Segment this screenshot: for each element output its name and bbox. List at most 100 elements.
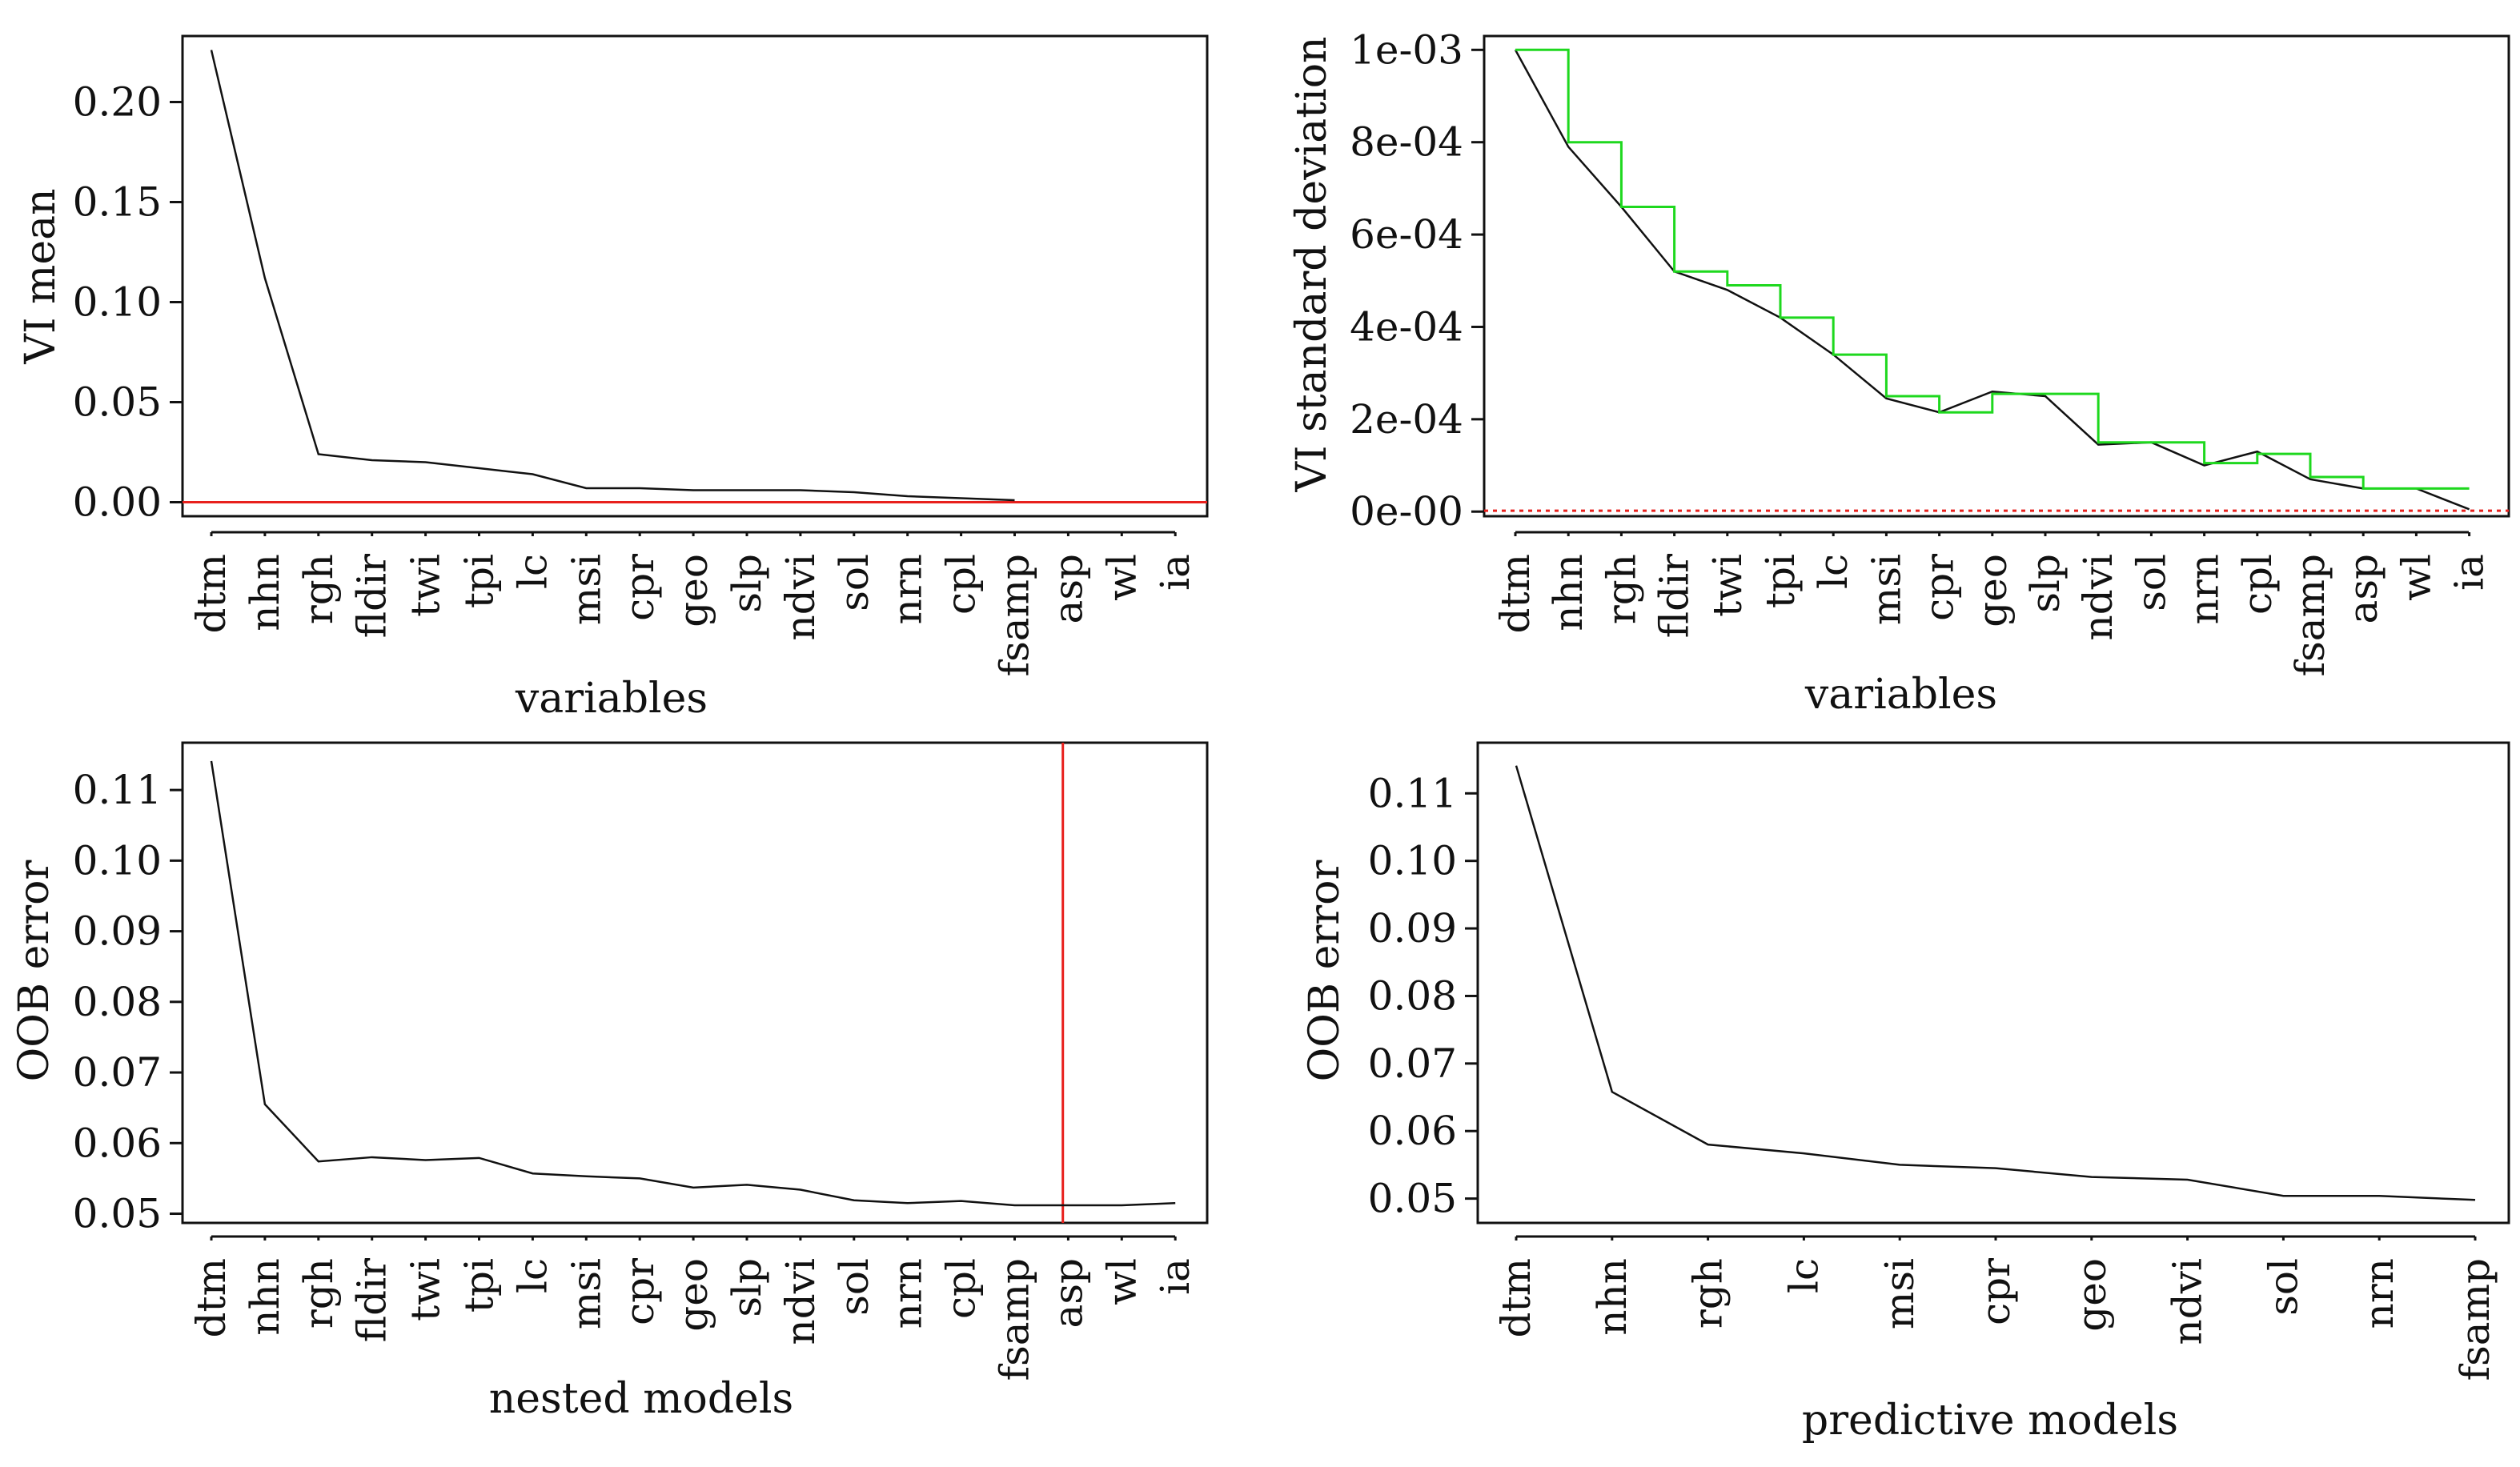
x-tick-label: lc: [1810, 554, 1856, 589]
y-tick-label: 0.00: [73, 479, 162, 526]
y-tick-label: 0.10: [73, 279, 162, 326]
x-tick-label: cpr: [1916, 554, 1963, 621]
vi-mean-panel: VI mean variables 0.00 0.05 0.10 0.15 0.20 d…: [17, 34, 1209, 723]
y-tick-label: 4e-04: [1350, 303, 1463, 350]
x-tick-label: fldir: [349, 554, 395, 638]
x-tick-label: tpi: [456, 1258, 503, 1313]
x-tick-label: fsamp: [2452, 1258, 2498, 1381]
y-ticks: 0.05 0.06 0.07 0.08 0.09 0.10 0.11: [1368, 770, 1478, 1222]
x-tick-label: ia: [1152, 1258, 1198, 1295]
x-ticks: dtm nhn rgh lc msi cpr geo ndvi sol nrn fsamp: [1493, 1237, 2498, 1381]
x-tick-label: nhn: [242, 554, 288, 631]
y-tick-label: 0.05: [73, 1191, 162, 1237]
x-tick-label: cpr: [1972, 1258, 2019, 1325]
y-tick-label: 0.09: [1368, 905, 1457, 952]
x-tick-label: msi: [563, 554, 609, 625]
x-tick-label: ndvi: [2165, 1258, 2211, 1345]
series-line: [1514, 49, 2470, 511]
y-tick-label: 0.10: [73, 837, 162, 884]
x-tick-label: wl: [1098, 1258, 1145, 1305]
y-tick-label: 0.06: [1368, 1108, 1457, 1154]
x-axis-title: variables: [515, 675, 708, 723]
y-axis-title: VI standard deviation: [1288, 36, 1336, 492]
x-tick-label: sol: [831, 1258, 877, 1316]
x-tick-label: nrn: [885, 1258, 931, 1329]
x-tick-label: rgh: [295, 1258, 342, 1329]
x-tick-label: nhn: [1545, 554, 1591, 631]
y-tick-label: 0.10: [1368, 838, 1457, 884]
x-tick-label: geo: [1969, 554, 2016, 627]
series: [1514, 48, 2470, 511]
y-ticks: 0.00 0.05 0.10 0.15 0.20: [73, 79, 183, 526]
series: [210, 50, 1015, 502]
x-tick-label: cpl: [938, 1258, 985, 1319]
y-tick-label: 1e-03: [1350, 26, 1463, 73]
x-tick-label: dtm: [188, 554, 235, 634]
x-axis-title: predictive models: [1802, 1397, 2178, 1445]
y-ticks: 0.05 0.06 0.07 0.08 0.09 0.10 0.11: [73, 767, 183, 1237]
x-tick-label: rgh: [1685, 1258, 1731, 1329]
x-tick-label: rgh: [1598, 554, 1644, 624]
plot-frame: [1476, 741, 2510, 1225]
x-tick-label: rgh: [295, 554, 342, 624]
y-tick-label: 0e-00: [1350, 488, 1463, 535]
x-tick-label: nrn: [2181, 554, 2228, 624]
y-ticks: 0e-00 2e-04 4e-04 6e-04 8e-04 1e-03: [1350, 26, 1484, 535]
plot-frame: [181, 34, 1209, 518]
x-tick-label: tpi: [456, 554, 503, 608]
x-tick-label: fsamp: [992, 554, 1038, 676]
x-tick-label: fsamp: [2287, 554, 2333, 676]
x-tick-label: twi: [1704, 554, 1751, 617]
plot-frame: [181, 741, 1209, 1225]
y-tick-label: 0.08: [1368, 972, 1457, 1019]
threshold-step-line: [1515, 48, 2470, 490]
x-tick-label: twi: [403, 554, 449, 617]
oob-nested-panel: OOB error nested models 0.05 0.06 0.07 0.08…: [10, 741, 1209, 1423]
x-tick-label: sol: [2260, 1258, 2306, 1316]
series-line: [210, 760, 1176, 1207]
x-tick-label: msi: [563, 1258, 609, 1329]
x-tick-label: dtm: [1493, 1258, 1539, 1338]
x-tick-label: cpl: [2234, 554, 2281, 615]
y-tick-label: 0.07: [1368, 1040, 1457, 1087]
x-tick-label: cpr: [616, 1258, 663, 1325]
y-tick-label: 0.06: [73, 1120, 162, 1166]
x-tick-label: sol: [831, 554, 877, 611]
x-tick-label: geo: [670, 1258, 716, 1332]
x-tick-label: slp: [724, 554, 770, 613]
x-tick-label: sol: [2128, 554, 2174, 611]
series-line: [1515, 765, 2476, 1201]
x-tick-label: asp: [1045, 1258, 1091, 1328]
x-tick-label: geo: [2069, 1258, 2115, 1332]
y-tick-label: 0.05: [73, 379, 162, 426]
x-tick-label: lc: [1780, 1258, 1827, 1293]
x-tick-label: nrn: [885, 554, 931, 624]
y-tick-label: 0.05: [1368, 1176, 1457, 1222]
x-axis-title: nested models: [489, 1375, 793, 1423]
x-tick-label: lc: [509, 554, 556, 589]
y-tick-label: 2e-04: [1350, 396, 1463, 443]
x-ticks: dtm nhn rgh fldir twi tpi lc msi cpr geo slp ndvi so…: [1492, 532, 2493, 676]
x-tick-label: fsamp: [992, 1258, 1038, 1381]
series-line: [210, 50, 1015, 502]
y-axis-title: OOB error: [10, 860, 58, 1082]
x-tick-label: cpr: [616, 554, 663, 621]
y-axis-title: OOB error: [1301, 860, 1349, 1082]
x-tick-label: dtm: [188, 1258, 235, 1338]
x-tick-label: fldir: [1651, 554, 1698, 638]
y-tick-label: 0.15: [73, 179, 162, 226]
y-tick-label: 8e-04: [1350, 119, 1463, 166]
x-tick-label: geo: [670, 554, 716, 627]
x-tick-label: slp: [724, 1258, 770, 1317]
y-axis-title: VI mean: [17, 188, 65, 364]
x-tick-label: tpi: [1757, 554, 1804, 608]
oob-predictive-panel: OOB error predictive models 0.05 0.06 0.07…: [1301, 741, 2510, 1445]
y-tick-label: 0.09: [73, 908, 162, 955]
x-tick-label: asp: [2340, 554, 2386, 623]
x-tick-label: ndvi: [2075, 554, 2121, 640]
x-ticks: dtm nhn rgh fldir twi tpi lc msi cpr geo slp ndvi so…: [188, 532, 1198, 676]
x-tick-label: wl: [1098, 554, 1145, 601]
x-tick-label: cpl: [938, 554, 985, 615]
y-tick-label: 0.11: [73, 767, 162, 813]
